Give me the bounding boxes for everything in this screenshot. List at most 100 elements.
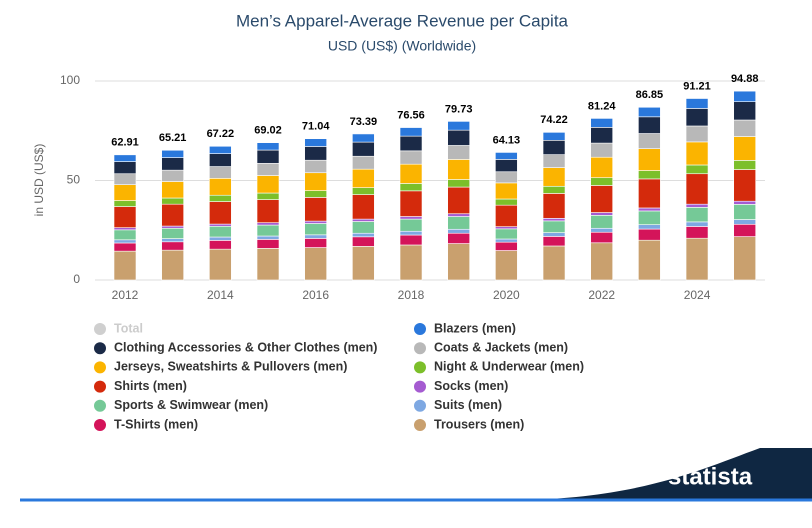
bar-segment <box>113 154 137 162</box>
bar-segment <box>447 232 470 244</box>
total-label: 76.56 <box>397 109 425 121</box>
bar-segment <box>256 175 280 194</box>
bar-segment <box>113 184 137 201</box>
bar-segment <box>542 245 566 281</box>
bar-segment <box>447 228 470 234</box>
bar-segment <box>638 210 661 225</box>
bar-segment <box>447 243 470 281</box>
bar-segment <box>352 218 375 222</box>
bar-segment <box>733 101 757 121</box>
bar-segment <box>304 247 327 281</box>
bar-segment <box>209 225 232 238</box>
bar-segment <box>209 145 232 154</box>
legend-marker <box>94 399 106 412</box>
bar-segment <box>638 228 661 241</box>
bar-segment <box>352 133 375 143</box>
bar-segment <box>304 138 327 147</box>
bar-segment <box>495 241 518 251</box>
bar-segment <box>352 232 375 238</box>
bar-segment <box>304 238 327 248</box>
legend-label: Blazers (men) <box>434 321 516 335</box>
bar-segment <box>304 146 327 161</box>
bar-segment <box>590 185 614 213</box>
legend-label: Clothing Accessories & Other Clothes (me… <box>114 340 377 354</box>
bar-segment <box>256 149 280 164</box>
bar-segment <box>733 223 757 237</box>
bar-segment <box>495 171 518 184</box>
bar-segment <box>590 142 614 158</box>
x-tick-label: 2022 <box>588 288 615 302</box>
bar-segment <box>542 140 566 155</box>
bar-segment <box>638 239 661 281</box>
bar-segment <box>209 194 232 202</box>
bar-segment <box>161 203 184 227</box>
bar-segment <box>733 136 757 161</box>
bar-segment <box>304 197 327 222</box>
bar-segment <box>256 224 280 237</box>
bar-segment <box>256 199 280 223</box>
total-label: 73.39 <box>350 116 378 128</box>
bar-segment <box>256 222 280 226</box>
bar-segment <box>399 163 423 184</box>
bar-segment <box>685 98 709 109</box>
x-tick-label: 2016 <box>302 288 329 302</box>
bar-segment <box>113 227 137 231</box>
bar-segment <box>495 198 518 206</box>
chart-title: Men’s Apparel-Average Revenue per Capita <box>236 11 569 30</box>
bar-segment <box>256 163 280 176</box>
bar-segment <box>352 168 375 188</box>
bar-segment <box>685 207 709 223</box>
bar-segment <box>161 169 184 182</box>
legend-marker <box>414 399 426 412</box>
bar-segment <box>113 173 137 185</box>
bar-segment <box>447 159 470 180</box>
legend-label: Night & Underwear (men) <box>434 360 584 374</box>
bar-segment <box>447 179 470 188</box>
logo-wave <box>520 448 812 500</box>
y-tick-label: 100 <box>60 73 80 87</box>
bar-segment <box>495 228 518 240</box>
bar-segment <box>447 129 470 146</box>
logo: statista <box>668 463 753 490</box>
x-tick-label: 2024 <box>684 288 711 302</box>
bar-segment <box>352 221 375 234</box>
bar-segment <box>733 169 757 202</box>
bar-segment <box>209 178 232 196</box>
x-tick-label: 2018 <box>398 288 425 302</box>
bar-segment <box>352 141 375 157</box>
total-label: 71.04 <box>302 121 330 133</box>
bar-segment <box>542 185 566 194</box>
bar-segment <box>733 90 757 102</box>
legend-marker <box>414 419 426 431</box>
total-label: 91.21 <box>683 80 711 92</box>
bar-segment <box>685 125 709 143</box>
bar-segment <box>161 227 184 239</box>
bar-segment <box>542 167 566 187</box>
y-axis-title: in USD (US$) <box>32 144 46 217</box>
bar-segment <box>590 231 614 244</box>
bar-segment <box>590 177 614 186</box>
bar-segment <box>161 241 184 251</box>
bar-segment <box>733 200 757 205</box>
bar-segment <box>161 157 184 171</box>
y-tick-label: 0 <box>73 272 80 286</box>
legend-marker <box>414 361 426 374</box>
bar-segment <box>733 236 757 281</box>
bar-segment <box>352 194 375 220</box>
total-label: 74.22 <box>540 114 568 126</box>
bar-segment <box>447 145 470 160</box>
bar-segment <box>685 237 709 281</box>
bar-segment <box>495 238 518 243</box>
bar-segment <box>209 201 232 225</box>
bar-segment <box>304 220 327 224</box>
x-tick-label: 2012 <box>112 288 139 302</box>
bar-segment <box>209 223 232 227</box>
bar-segment <box>399 135 423 152</box>
bar-segment <box>638 224 661 230</box>
bar-segment <box>399 230 423 236</box>
chart-subtitle: USD (US$) (Worldwide) <box>328 38 476 54</box>
bar-segment <box>733 219 757 225</box>
bar-segment <box>685 226 709 239</box>
bar-segment <box>161 238 184 243</box>
